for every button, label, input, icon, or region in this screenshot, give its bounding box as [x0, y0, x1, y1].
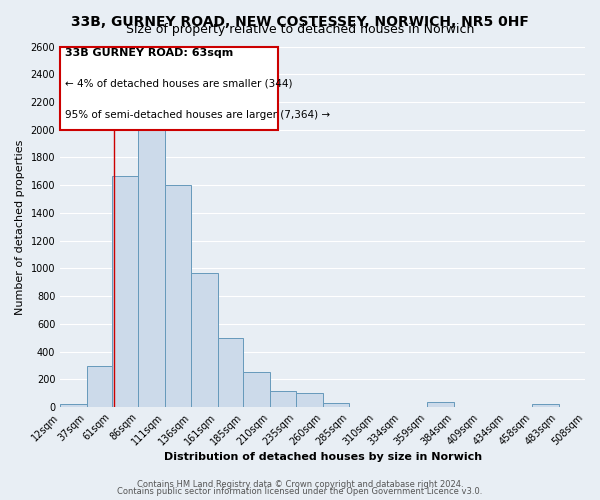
Bar — [191, 272, 218, 407]
Bar — [243, 372, 269, 407]
Bar — [112, 176, 139, 407]
Bar — [139, 112, 165, 407]
Text: Size of property relative to detached houses in Norwich: Size of property relative to detached ho… — [126, 22, 474, 36]
Bar — [296, 394, 323, 407]
Bar — [269, 390, 296, 407]
Bar — [323, 403, 349, 407]
Bar — [165, 185, 191, 407]
Bar — [427, 402, 454, 407]
Y-axis label: Number of detached properties: Number of detached properties — [15, 139, 25, 314]
Bar — [218, 338, 243, 407]
Text: Contains HM Land Registry data © Crown copyright and database right 2024.: Contains HM Land Registry data © Crown c… — [137, 480, 463, 489]
Text: ← 4% of detached houses are smaller (344): ← 4% of detached houses are smaller (344… — [65, 79, 293, 89]
Bar — [86, 366, 112, 407]
Text: 33B GURNEY ROAD: 63sqm: 33B GURNEY ROAD: 63sqm — [65, 48, 233, 58]
Text: Contains public sector information licensed under the Open Government Licence v3: Contains public sector information licen… — [118, 487, 482, 496]
Bar — [60, 404, 86, 407]
X-axis label: Distribution of detached houses by size in Norwich: Distribution of detached houses by size … — [164, 452, 482, 462]
Text: 95% of semi-detached houses are larger (7,364) →: 95% of semi-detached houses are larger (… — [65, 110, 331, 120]
Text: 33B, GURNEY ROAD, NEW COSTESSEY, NORWICH, NR5 0HF: 33B, GURNEY ROAD, NEW COSTESSEY, NORWICH… — [71, 15, 529, 29]
FancyBboxPatch shape — [60, 46, 278, 130]
Bar — [532, 404, 559, 407]
